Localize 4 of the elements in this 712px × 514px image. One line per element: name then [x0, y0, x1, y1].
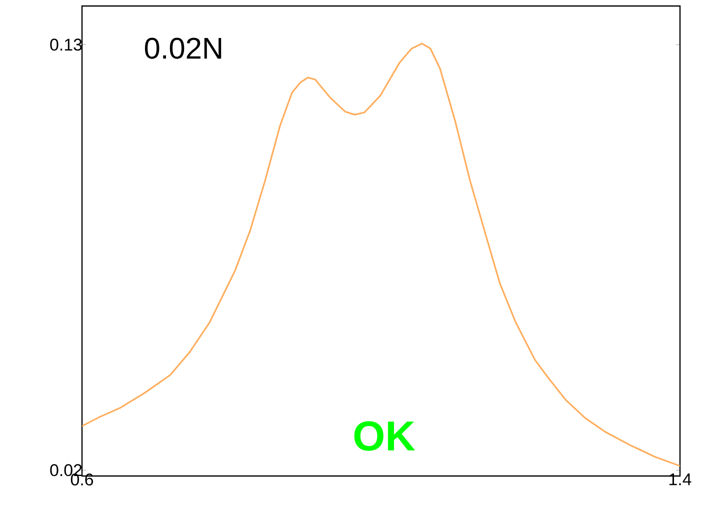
annotation: 0.02N [144, 38, 222, 59]
x-tick-label: 1.4 [670, 474, 692, 486]
annotation: OK [354, 421, 415, 451]
y-tick-label: 0.13 [50, 38, 82, 51]
